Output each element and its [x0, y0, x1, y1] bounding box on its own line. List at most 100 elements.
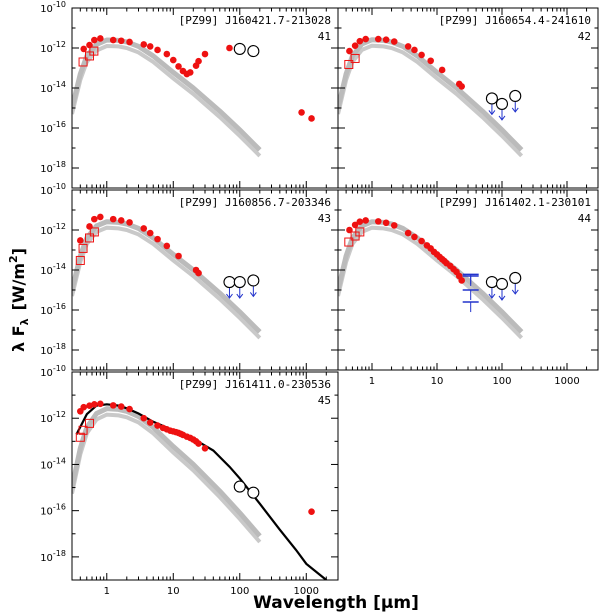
photometry-point: [201, 50, 209, 58]
photometry-point: [458, 277, 466, 284]
panel-number: 45: [318, 394, 331, 407]
photometry-point: [146, 229, 154, 237]
panel-number: 43: [318, 212, 331, 225]
upper-limit-arrowhead: [236, 293, 244, 299]
photometry-point: [418, 51, 425, 59]
plot-area: [338, 35, 524, 158]
y-tick-label: 10-18: [40, 342, 66, 357]
y-tick-label: 10-16: [40, 302, 66, 317]
y-tick-label: 10-10: [40, 182, 66, 197]
x-tick-label: 1: [369, 376, 375, 387]
panel-title: [PZ99] J161411.0-230536: [179, 378, 331, 391]
y-tick-label: 10-14: [40, 262, 66, 277]
panel-title: [PZ99] J160421.7-213028: [179, 14, 331, 27]
photometry-point: [146, 43, 154, 50]
photometry-point: [140, 41, 148, 48]
open-photometry-point: [85, 233, 95, 243]
open-photometry-point: [85, 418, 95, 428]
upper-limit-circle: [247, 274, 260, 287]
plot-area: [72, 213, 262, 340]
plot-area: [72, 400, 327, 580]
photometry-point: [154, 235, 161, 243]
open-photometry-point: [89, 227, 99, 237]
upper-limit-arrowhead: [249, 292, 257, 298]
photometry-point: [126, 405, 133, 413]
photometry-point: [154, 46, 161, 54]
photometry-point: [346, 226, 353, 234]
open-photometry-point: [78, 57, 88, 67]
x-tick-label: 1000: [294, 586, 319, 597]
photometry-point: [390, 38, 398, 45]
x-tick-label: 100: [492, 376, 511, 387]
panel-number: 44: [578, 212, 592, 225]
open-photometry-point: [89, 46, 99, 56]
x-axis-label: Wavelength [μm]: [253, 593, 419, 613]
photometry-point: [80, 403, 88, 411]
photometry-point: [169, 56, 177, 64]
y-tick-label: 10-10: [40, 364, 66, 379]
y-tick-label: 10-12: [40, 222, 66, 237]
y-tick-label: 10-16: [40, 120, 66, 135]
upper-limit-arrowhead: [226, 293, 233, 299]
photometry-point: [163, 50, 171, 58]
photometry-point: [97, 400, 104, 408]
photometry-point: [427, 57, 434, 65]
y-tick-label: 10-18: [40, 549, 66, 564]
open-photometry-point: [344, 237, 354, 247]
upper-limit-arrowhead: [488, 110, 496, 116]
x-tick-label: 1: [104, 586, 110, 597]
y-tick-label: 10-14: [40, 456, 66, 471]
sed-panel-41: 10-10 10-12 10-14 10-16 10-18 [PZ99] J160421.…: [40, 0, 339, 189]
svg-text:λ Fλ[W/m2]: λ Fλ[W/m2]: [7, 248, 31, 352]
photometry-point: [109, 402, 117, 409]
x-tick-label: 10: [431, 376, 444, 387]
photosphere-model-line: [72, 37, 262, 152]
photometry-point: [91, 36, 98, 44]
photometry-point: [374, 35, 382, 43]
photometry-point: [404, 229, 412, 237]
upper-limit-circle: [233, 480, 246, 493]
photosphere-model-spread: [72, 412, 262, 544]
upper-limit-circle: [233, 275, 246, 289]
photometry-point: [97, 35, 104, 42]
photometry-point: [411, 233, 418, 241]
photosphere-model-line: [72, 219, 262, 334]
open-photometry-point: [78, 425, 88, 435]
upper-limit-arrowhead: [511, 289, 519, 295]
upper-limit-circle: [233, 42, 246, 55]
photometry-point: [86, 41, 93, 49]
photometry-point: [140, 225, 148, 232]
upper-limit-circle: [247, 45, 260, 58]
photometry-point: [346, 47, 353, 55]
photometry-point: [298, 109, 305, 116]
x-tick-label: 100: [230, 586, 249, 597]
y-tick-label: 10-12: [40, 40, 66, 55]
photometry-point: [175, 63, 182, 70]
upper-limit-circle: [509, 271, 522, 285]
upper-limit-circle: [485, 92, 498, 105]
photometry-point: [175, 252, 182, 260]
sed-panel-45: 10-10 10-12 10-14 10-16 10-18 1 10 100 1000 [PZ99…: [40, 364, 339, 597]
photometry-point: [226, 44, 233, 52]
photometry-point: [390, 222, 398, 229]
disk-model-line: [75, 403, 327, 580]
photometry-point: [351, 42, 359, 50]
photometry-point: [80, 45, 88, 53]
y-tick-label: 10-10: [40, 0, 66, 15]
photometry-point: [86, 223, 93, 230]
open-photometry-point: [350, 53, 360, 63]
photometry-point: [374, 218, 382, 225]
photometry-point: [91, 215, 98, 223]
y-tick-label: 10-14: [40, 80, 66, 95]
open-photometry-point: [344, 59, 354, 69]
photometry-point: [411, 46, 418, 54]
y-tick-label: 10-18: [40, 160, 66, 175]
photometry-point: [126, 219, 133, 226]
upper-limit-circle: [223, 275, 236, 289]
upper-limit-arrowhead: [488, 293, 496, 299]
photometry-point: [362, 217, 369, 224]
y-tick-label: 10-16: [40, 503, 66, 518]
upper-limit-circle: [485, 275, 498, 289]
photometry-point: [97, 213, 104, 221]
panel-title: [PZ99] J160856.7-203346: [179, 196, 331, 209]
